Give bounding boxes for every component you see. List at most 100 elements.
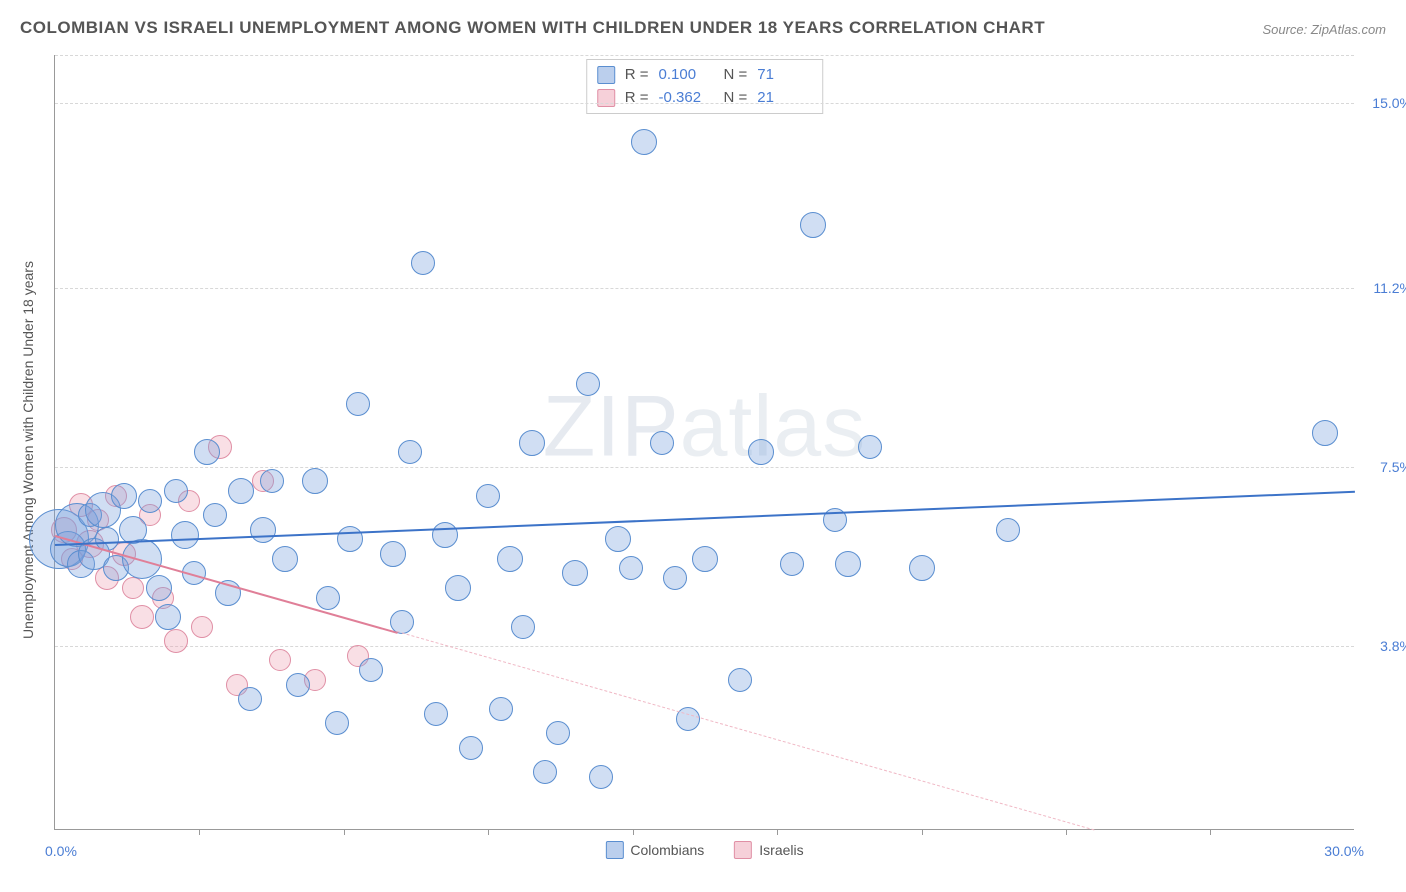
x-axis-max-label: 30.0% (1324, 843, 1364, 859)
data-point (130, 605, 154, 629)
y-tick-label: 11.2% (1373, 280, 1406, 296)
gridline (55, 288, 1354, 289)
data-point (155, 604, 181, 630)
data-point (858, 435, 882, 459)
stats-box: R = 0.100 N = 71 R = -0.362 N = 21 (586, 59, 824, 114)
legend: Colombians Israelis (605, 841, 803, 859)
data-point (122, 577, 144, 599)
data-point (519, 430, 545, 456)
data-point (228, 478, 254, 504)
stat-r-label: R = (625, 64, 649, 87)
data-point (459, 736, 483, 760)
data-point (164, 479, 188, 503)
data-point (605, 526, 631, 552)
data-point (800, 212, 826, 238)
source-label: Source: ZipAtlas.com (1262, 22, 1386, 37)
swatch-blue-icon (597, 66, 615, 84)
gridline (55, 103, 1354, 104)
gridline (55, 55, 1354, 56)
data-point (511, 615, 535, 639)
data-point (286, 673, 310, 697)
y-axis-title: Unemployment Among Women with Children U… (20, 261, 36, 639)
data-point (692, 546, 718, 572)
x-tick (777, 829, 778, 835)
data-point (497, 546, 523, 572)
legend-label: Israelis (759, 842, 803, 858)
stat-n-value: 21 (757, 87, 812, 110)
data-point (164, 629, 188, 653)
x-tick (1066, 829, 1067, 835)
data-point (191, 616, 213, 638)
data-point (533, 760, 557, 784)
legend-item: Colombians (605, 841, 704, 859)
stats-row: R = 0.100 N = 71 (597, 64, 813, 87)
data-point (325, 711, 349, 735)
data-point (562, 560, 588, 586)
data-point (302, 468, 328, 494)
data-point (909, 555, 935, 581)
x-tick (1210, 829, 1211, 835)
data-point (203, 503, 227, 527)
watermark-thin: atlas (680, 378, 867, 474)
legend-label: Colombians (630, 842, 704, 858)
data-point (432, 522, 458, 548)
data-point (138, 489, 162, 513)
data-point (272, 546, 298, 572)
data-point (380, 541, 406, 567)
stat-r-value: 0.100 (659, 64, 714, 87)
data-point (835, 551, 861, 577)
x-tick (199, 829, 200, 835)
data-point (445, 575, 471, 601)
x-axis-min-label: 0.0% (45, 843, 77, 859)
data-point (250, 517, 276, 543)
data-point (619, 556, 643, 580)
data-point (359, 658, 383, 682)
x-tick (488, 829, 489, 835)
data-point (728, 668, 752, 692)
data-point (411, 251, 435, 275)
data-point (316, 586, 340, 610)
data-point (663, 566, 687, 590)
gridline (55, 467, 1354, 468)
data-point (146, 575, 172, 601)
stat-n-value: 71 (757, 64, 812, 87)
y-tick-label: 15.0% (1372, 95, 1406, 111)
stats-row: R = -0.362 N = 21 (597, 87, 813, 110)
data-point (476, 484, 500, 508)
x-tick (922, 829, 923, 835)
chart-title: COLOMBIAN VS ISRAELI UNEMPLOYMENT AMONG … (20, 18, 1045, 38)
data-point (546, 721, 570, 745)
data-point (260, 469, 284, 493)
data-point (576, 372, 600, 396)
y-tick-label: 3.8% (1380, 638, 1406, 654)
data-point (631, 129, 657, 155)
data-point (194, 439, 220, 465)
plot-area: ZIPatlas R = 0.100 N = 71 R = -0.362 N =… (54, 55, 1354, 830)
stat-r-value: -0.362 (659, 87, 714, 110)
watermark-bold: ZIP (543, 378, 680, 474)
data-point (489, 697, 513, 721)
data-point (589, 765, 613, 789)
data-point (398, 440, 422, 464)
data-point (676, 707, 700, 731)
legend-item: Israelis (734, 841, 803, 859)
data-point (996, 518, 1020, 542)
data-point (238, 687, 262, 711)
stat-n-label: N = (724, 87, 748, 110)
gridline (55, 646, 1354, 647)
data-point (269, 649, 291, 671)
data-point (337, 526, 363, 552)
data-point (424, 702, 448, 726)
trend-line (397, 631, 1095, 831)
data-point (111, 483, 137, 509)
data-point (780, 552, 804, 576)
x-tick (633, 829, 634, 835)
y-tick-label: 7.5% (1380, 459, 1406, 475)
x-tick (344, 829, 345, 835)
data-point (346, 392, 370, 416)
stat-n-label: N = (724, 64, 748, 87)
data-point (1312, 420, 1338, 446)
swatch-blue-icon (605, 841, 623, 859)
data-point (650, 431, 674, 455)
swatch-pink-icon (734, 841, 752, 859)
